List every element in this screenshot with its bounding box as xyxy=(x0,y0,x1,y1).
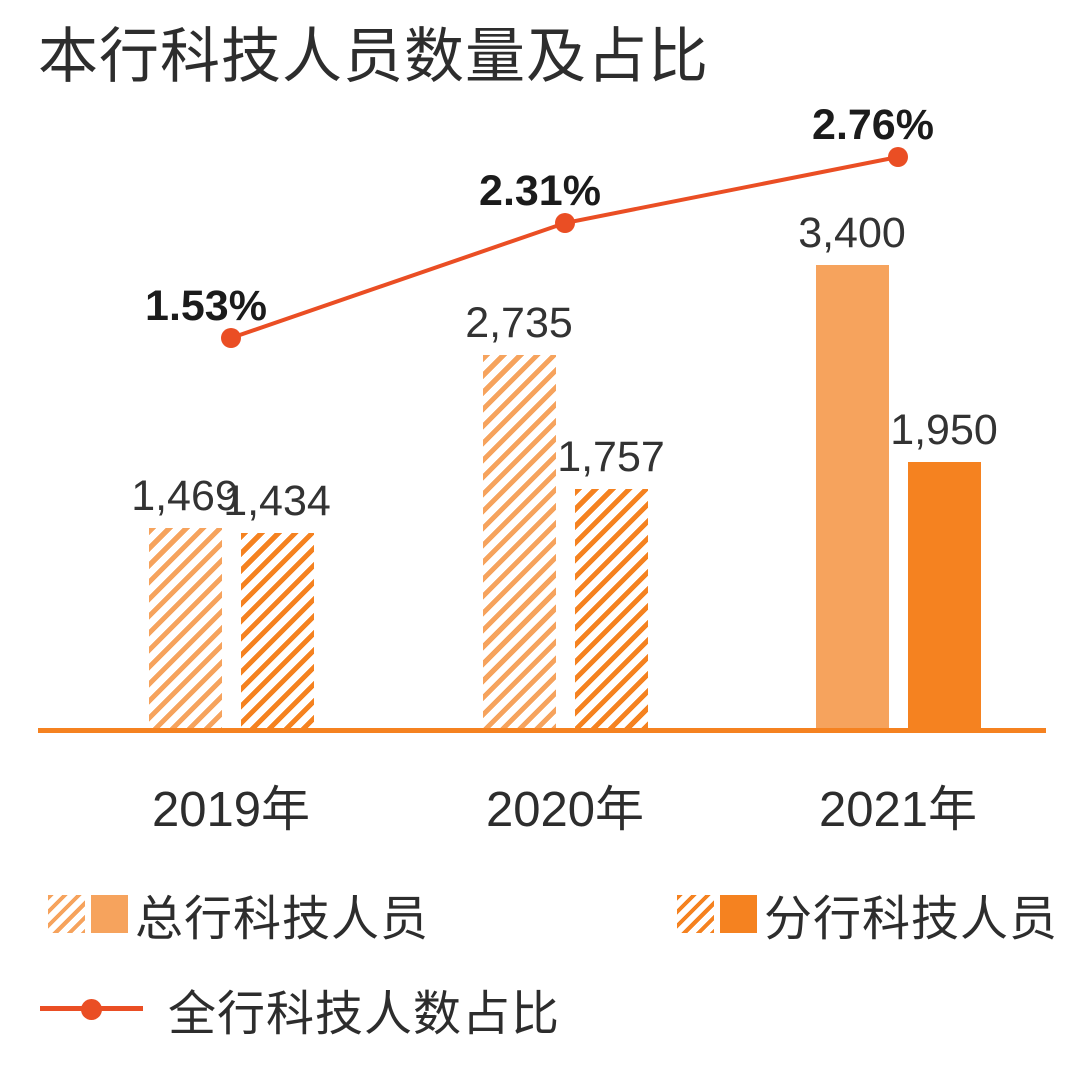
bar-value-label-head-office-2021年: 3,400 xyxy=(798,209,906,257)
trend-point-2019年 xyxy=(221,328,241,348)
legend-label-head-office: 总行科技人员 xyxy=(135,893,430,946)
bar-value-label-branch-2021年: 1,950 xyxy=(890,406,998,454)
legend-dot-icon xyxy=(81,999,102,1020)
legend-line-dot-swatch xyxy=(40,981,143,1037)
chart-title: 本行科技人员数量及占比 xyxy=(38,23,709,90)
legend-label-branch: 分行科技人员 xyxy=(764,893,1059,946)
bar-branch-2019年 xyxy=(240,533,314,728)
x-axis-line xyxy=(38,728,1046,733)
legend-solid-swatch-branch xyxy=(720,895,757,933)
bar-branch-2020年 xyxy=(574,489,648,728)
trend-point-2021年 xyxy=(888,147,908,167)
legend-item-head-office: 总行科技人员 xyxy=(48,886,429,946)
percent-label-2020年: 2.31% xyxy=(479,167,601,215)
bar-value-label-head-office-2019年: 1,469 xyxy=(131,472,239,520)
bar-value-label-branch-2019年: 1,434 xyxy=(223,477,331,525)
bar-value-label-head-office-2020年: 2,735 xyxy=(465,299,573,347)
legend-item-branch: 分行科技人员 xyxy=(677,886,1058,946)
legend-hatch-swatch-head-office xyxy=(48,895,85,933)
bar-value-label-branch-2020年: 1,757 xyxy=(557,433,665,481)
legend-item-ratio-line: 全行科技人数占比 xyxy=(40,981,560,1041)
x-axis-label-2020年: 2020年 xyxy=(485,783,644,837)
x-axis-label-2019年: 2019年 xyxy=(151,783,310,837)
percent-label-2021年: 2.76% xyxy=(812,101,934,149)
bar-head-office-2019年 xyxy=(148,528,222,728)
x-axis-label-2021年: 2021年 xyxy=(818,783,977,837)
bar-head-office-2020年 xyxy=(482,355,556,728)
bar-branch-2021年 xyxy=(907,462,981,728)
legend-solid-swatch-head-office xyxy=(91,895,128,933)
legend-hatch-swatch-branch xyxy=(677,895,714,933)
legend-label-ratio: 全行科技人数占比 xyxy=(168,988,561,1041)
percent-label-2019年: 1.53% xyxy=(145,282,267,330)
bar-head-office-2021年 xyxy=(815,265,889,728)
trend-point-2020年 xyxy=(555,213,575,233)
